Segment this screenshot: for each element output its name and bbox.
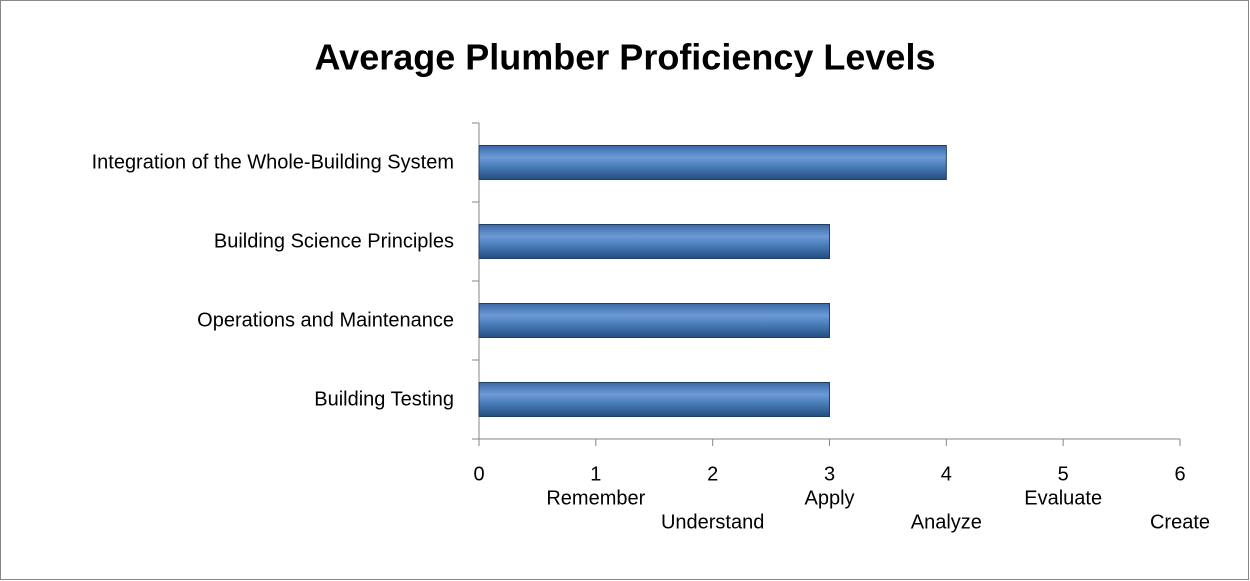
x-tick-label: 3: [824, 463, 835, 485]
bar: [478, 382, 830, 417]
y-tick-label: Building Testing: [314, 388, 454, 410]
level-label: Analyze: [911, 511, 982, 533]
level-label: Create: [1150, 511, 1210, 533]
x-tick-label: 5: [1058, 463, 1069, 485]
x-tick-label: 6: [1174, 463, 1185, 485]
level-label: Apply: [804, 487, 854, 509]
y-tick-label: Operations and Maintenance: [197, 309, 454, 331]
y-tick-label: Integration of the Whole-Building System: [91, 151, 454, 173]
bar: [478, 145, 947, 180]
chart-title: Average Plumber Proficiency Levels: [315, 37, 936, 78]
level-label: Remember: [546, 487, 645, 509]
bar: [478, 224, 830, 259]
level-label: Evaluate: [1024, 487, 1102, 509]
x-tick-label: 1: [590, 463, 601, 485]
x-tick-label: 2: [707, 463, 718, 485]
bar: [478, 303, 830, 338]
x-tick-label: 4: [941, 463, 952, 485]
level-label: Understand: [661, 511, 764, 533]
x-tick-label: 0: [473, 463, 484, 485]
y-tick-label: Building Science Principles: [213, 230, 454, 252]
